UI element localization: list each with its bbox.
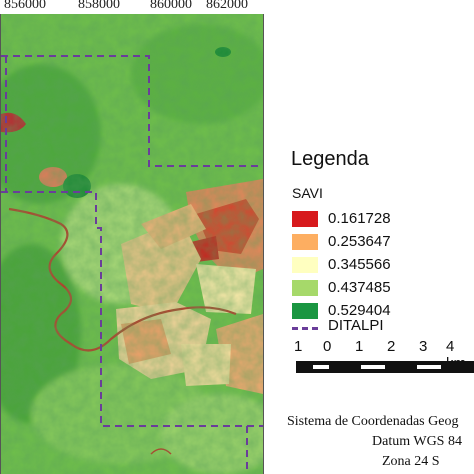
- legend-swatch: [292, 280, 318, 296]
- ditalpi-boundary: [1, 55, 263, 167]
- zone-text: Zona 24 S: [382, 454, 440, 469]
- legend-swatch: [292, 257, 318, 273]
- dashed-line-icon: [292, 327, 318, 330]
- legend-label: 0.161728: [328, 210, 391, 227]
- legend-label: 0.529404: [328, 302, 391, 319]
- scale-bar: [296, 361, 474, 373]
- legend-label: 0.253647: [328, 233, 391, 250]
- legend-label: 0.437485: [328, 279, 391, 296]
- x-tick-label: 860000: [150, 0, 192, 12]
- datum-text: Datum WGS 84: [372, 434, 462, 449]
- scale-label: 1: [294, 338, 303, 355]
- scale-label: 0: [323, 338, 332, 355]
- x-tick-label: 858000: [78, 0, 120, 12]
- texture-overlay: [1, 14, 263, 474]
- legend-title: Legenda: [291, 148, 369, 170]
- legend-label: 0.345566: [328, 256, 391, 273]
- map-frame[interactable]: [0, 14, 264, 474]
- x-tick-label: 856000: [4, 0, 46, 12]
- ditalpi-boundary: [1, 191, 263, 427]
- scale-label: 2: [387, 338, 396, 355]
- legend-swatch: [292, 211, 318, 227]
- scale-label: 3: [419, 338, 428, 355]
- legend-swatch: [292, 234, 318, 250]
- x-tick-label: 862000: [206, 0, 248, 12]
- scale-bar-segment: [313, 365, 329, 369]
- scale-bar-segment: [417, 365, 441, 369]
- crs-text: Sistema de Coordenadas Geog: [287, 414, 459, 429]
- savi-map-image: [1, 14, 263, 474]
- scale-bar-fill: [297, 362, 473, 372]
- scale-bar-segment: [361, 365, 385, 369]
- scale-label: 1: [355, 338, 364, 355]
- legend-boundary-label: DITALPI: [328, 317, 384, 334]
- legend-swatch: [292, 303, 318, 319]
- legend-layer-name: SAVI: [292, 185, 323, 201]
